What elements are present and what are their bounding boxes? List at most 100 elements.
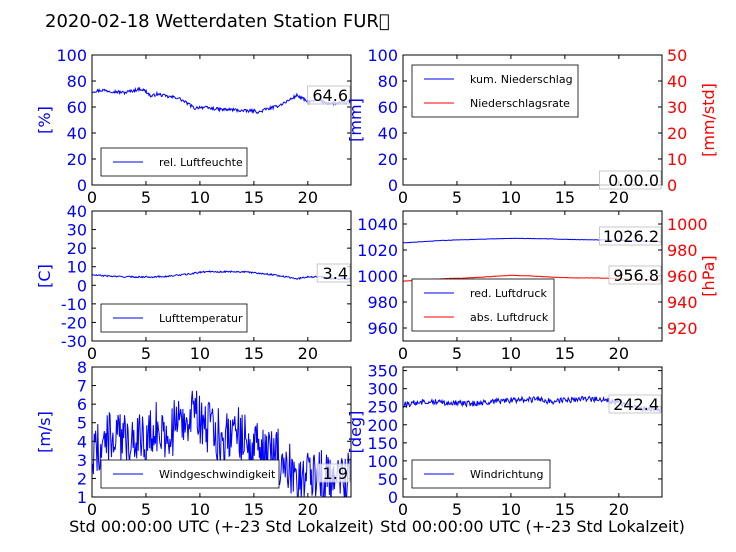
x-axis-label-left: Std 00:00:00 UTC (+-23 Std Lokalzeit) [69,517,374,536]
y-axis-label-right: [mm/std] [699,83,718,157]
y-right-tick-label: 920 [667,319,698,338]
last-value-label: 64.6 [312,86,348,105]
y-tick-label: 40 [378,124,398,143]
plot-frame [91,210,352,342]
x-tick-label: 10 [190,188,210,207]
y-tick-label: 30 [67,221,87,240]
y-tick-label: 1 [77,488,87,507]
last-value-box [307,85,351,105]
y-tick-label: 3 [77,451,87,470]
y-tick-label: 2 [77,469,87,488]
y-right-tick-label: 30 [667,98,687,117]
y-tick-label: 80 [378,72,398,91]
chart-panel-pressure: 0 5 10 15 20 960 980 1000 1020 1040 920 940 960 980 10… [357,210,718,363]
x-tick-label: 15 [555,188,575,207]
y-tick-label: 50 [378,470,398,489]
x-tick-label: 20 [609,188,629,207]
x-tick-label: 0 [398,344,408,363]
x-tick-label: 0 [87,344,97,363]
last-value-label: 956.8 [613,266,659,285]
y-tick-label: 20 [67,150,87,169]
x-tick-label: 20 [609,500,629,519]
x-tick-label: 20 [298,500,318,519]
y-tick-label: 0 [77,176,87,195]
x-tick-label: 5 [452,500,462,519]
y-tick-label: 1040 [357,215,398,234]
y-tick-label: 200 [367,416,398,435]
legend-box [411,64,579,118]
y-tick-label: 6 [77,395,87,414]
x-tick-label: 15 [244,344,264,363]
y-tick-label: 4 [77,432,87,451]
y-tick-label: 20 [378,150,398,169]
last-value-label: 1026.2 [603,227,659,246]
legend-box [411,278,555,332]
y-tick-label: 250 [367,398,398,417]
y-tick-label: 60 [67,98,87,117]
legend-label: kum. Niederschlag [470,73,573,86]
y-right-tick-label: 20 [667,124,687,143]
series-line-wind-speed-0 [92,390,351,497]
y-tick-label: 1020 [357,241,398,260]
plot-frame [402,366,663,498]
last-value-label: 3.4 [323,264,348,283]
y-tick-label: 20 [67,239,87,258]
y-tick-label: -20 [61,313,87,332]
x-tick-label: 15 [244,500,264,519]
x-tick-label: 10 [501,344,521,363]
x-tick-label: 20 [609,344,629,363]
plot-frame [91,366,352,498]
last-value-box [599,226,662,246]
y-tick-label: 0 [388,488,398,507]
y-tick-label: 0 [77,276,87,295]
legend-label: Niederschlagsrate [470,97,570,110]
y-tick-label: 350 [367,362,398,381]
y-tick-label: 60 [378,98,398,117]
y-tick-label: 5 [77,414,87,433]
last-value-label: 242.4 [613,395,659,414]
y-tick-label: 0 [388,176,398,195]
series-line-temperature-0 [92,270,351,281]
y-axis-label: [m/s] [35,411,54,453]
x-tick-label: 5 [141,500,151,519]
y-tick-label: 8 [77,358,87,377]
plot-frame [402,54,663,186]
legend-label: Windrichtung [470,468,543,481]
y-right-tick-label: 40 [667,72,687,91]
y-right-tick-label: 10 [667,150,687,169]
chart-panel-wind-speed: 0 5 10 15 2012345678[m/s]Windgeschwindigkeit… [35,358,352,519]
x-tick-label: 10 [501,500,521,519]
legend-label: Lufttemperatur [159,312,243,325]
y-tick-label: 80 [67,72,87,91]
last-value-box [316,263,351,283]
y-tick-label: 40 [67,124,87,143]
last-value-box [608,394,662,414]
y-right-tick-label: 1000 [667,215,708,234]
plot-frame [91,54,352,186]
x-tick-label: 15 [555,500,575,519]
x-tick-label: 15 [555,344,575,363]
x-tick-label: 5 [452,344,462,363]
y-tick-label: -30 [61,332,87,351]
x-tick-label: 10 [190,344,210,363]
y-tick-label: 980 [367,293,398,312]
y-tick-label: 150 [367,434,398,453]
x-tick-label: 5 [452,188,462,207]
x-tick-label: 15 [244,188,264,207]
x-tick-label: 0 [87,188,97,207]
chart-panel-temperature: 0 5 10 15 20-30-20-10010203040[C]Lufttempera… [35,202,352,363]
x-tick-label: 20 [298,344,318,363]
legend-label: red. Luftdruck [470,287,547,300]
y-axis-label: [%] [35,106,54,134]
y-tick-label: 100 [367,46,398,65]
legend-label: rel. Luftfeuchte [159,156,243,169]
y-right-tick-label: 980 [667,241,698,260]
y-tick-label: 10 [67,258,87,277]
y-tick-label: 300 [367,380,398,399]
y-tick-label: -10 [61,295,87,314]
last-value-box [608,265,662,285]
x-tick-label: 10 [501,188,521,207]
y-tick-label: 1000 [357,267,398,286]
y-right-tick-label: 50 [667,46,687,65]
